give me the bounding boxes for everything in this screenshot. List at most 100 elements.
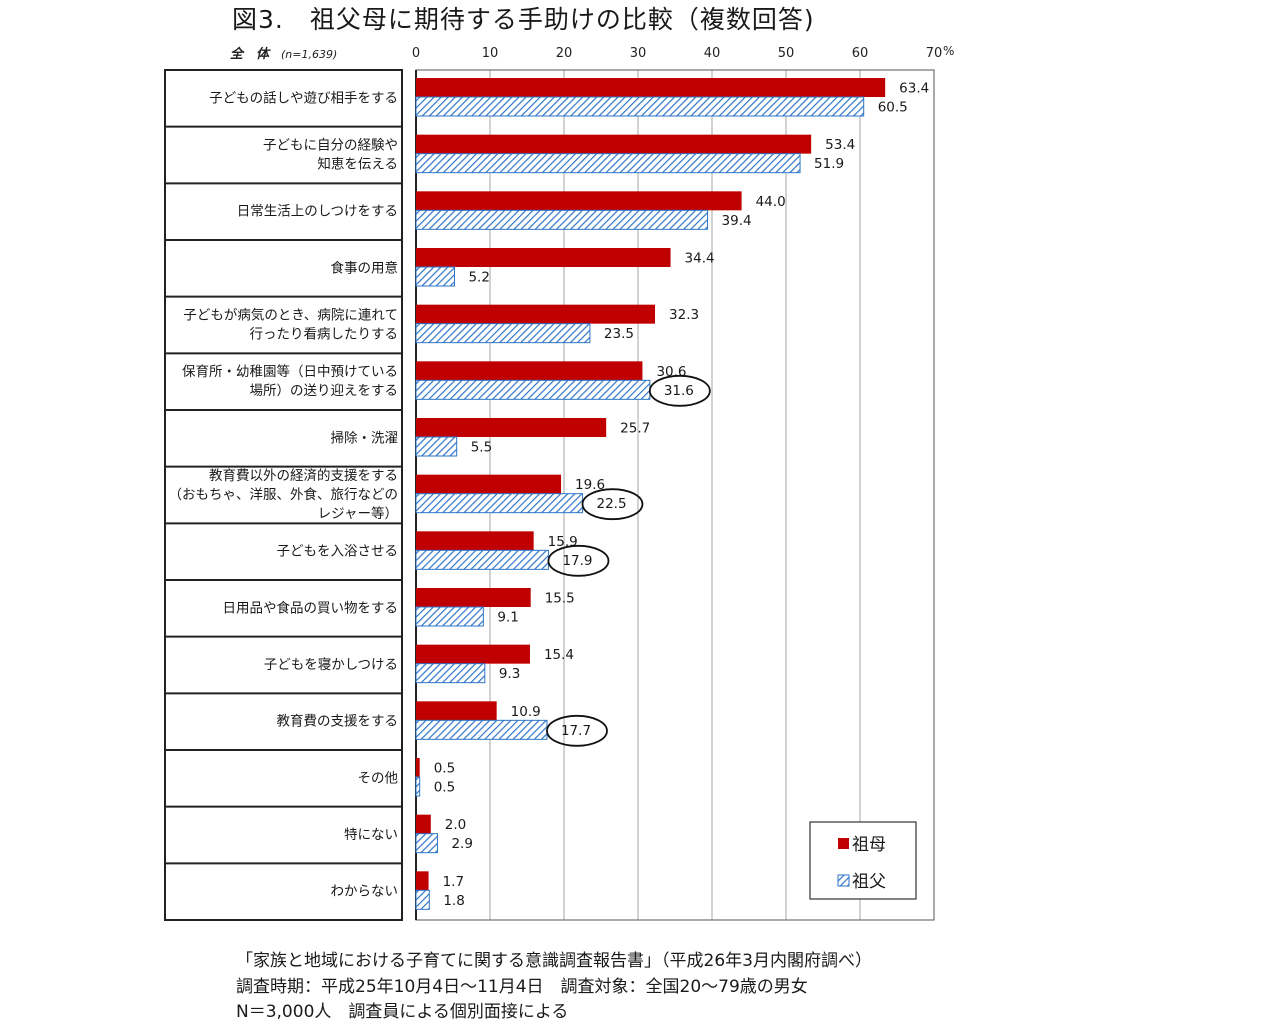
bar-grandmother — [416, 588, 531, 607]
category-label: 行ったり看病したりする — [250, 327, 399, 343]
value-labels: 63.4 60.5 53.4 51.9 44.039.4 34.4 5.2 32.3 23.5 3… — [434, 81, 930, 909]
data-label: 1.8 — [443, 893, 464, 909]
group-n-label: (n=1,639) — [281, 48, 337, 61]
bar-grandmother — [416, 418, 607, 437]
bar-grandfather — [415, 323, 591, 344]
data-label: 63.4 — [899, 81, 929, 97]
bar-grandfather — [415, 663, 486, 684]
legend-box — [809, 821, 917, 900]
x-tick-label: 30 — [630, 46, 647, 61]
bar-grandfather — [415, 96, 865, 117]
category-label: 保育所・幼稚園等（日中預けている — [182, 363, 398, 380]
bars — [415, 78, 886, 910]
data-label: 1.7 — [443, 874, 464, 890]
bar-grandmother — [416, 701, 497, 721]
highlight-circle — [648, 374, 711, 407]
highlight-circles — [546, 374, 711, 747]
x-tick-label: 40 — [704, 46, 721, 61]
data-label: 0.5 — [434, 761, 455, 777]
highlight-circle — [581, 488, 644, 521]
x-tick-label: 10 — [482, 46, 499, 61]
category-label: 子どもが病気のとき、病院に連れて — [183, 308, 398, 324]
category-label: 場所）の送り迎えをする — [250, 383, 399, 399]
bar-grandmother — [416, 814, 431, 834]
source-citation: 「家族と地域における子育てに関する意識調査報告書」（平成26年3月内閣府調べ） — [236, 951, 872, 971]
data-label: 44.0 — [756, 194, 786, 210]
data-label: 2.0 — [445, 817, 466, 833]
bar-grandmother — [416, 134, 812, 154]
data-label: 17.7 — [561, 723, 591, 739]
data-label: 30.6 — [656, 364, 686, 380]
survey-method: N＝3,000人 調査員による個別面接による — [236, 1002, 569, 1022]
bar-grandfather — [415, 719, 548, 740]
data-label: 2.9 — [451, 836, 472, 852]
category-label: レジャー等） — [318, 505, 398, 522]
chart-title: 図3. 祖父母に期待する手助けの比較（複数回答) — [232, 5, 815, 34]
category-label: 特にない — [344, 827, 398, 843]
data-label: 53.4 — [825, 137, 855, 153]
bar-grandmother — [416, 304, 656, 324]
bar-grandmother — [416, 474, 562, 494]
category-label: 食事の用意 — [331, 259, 399, 276]
x-tick-label: 60 — [852, 46, 869, 61]
data-label: 0.5 — [434, 780, 455, 796]
bar-grandfather — [415, 209, 709, 230]
category-label: 知恵を伝える — [317, 156, 398, 173]
category-label: 子どもに自分の経験や — [263, 138, 398, 154]
x-tick-label: 0 — [412, 46, 420, 61]
category-label: 子どもを入浴させる — [277, 544, 399, 560]
x-axis: 0 10 20 30 40 50 60 70 % 全 体 (n=1,639) — [230, 44, 954, 62]
x-tick-label: 20 — [556, 46, 573, 61]
bar-grandfather — [415, 379, 651, 400]
data-label: 23.5 — [604, 326, 634, 342]
highlight-circle — [547, 544, 610, 577]
group-label: 全 体 — [230, 46, 271, 62]
data-label: 5.2 — [468, 270, 489, 286]
data-label: 15.4 — [544, 647, 574, 663]
data-label: 51.9 — [814, 156, 844, 172]
bar-grandfather — [415, 549, 549, 570]
category-label: 日用品や食品の買い物をする — [223, 599, 399, 616]
data-label: 10.9 — [511, 704, 541, 720]
bar-grandmother — [416, 361, 643, 381]
data-label: 25.7 — [620, 421, 650, 437]
bar-grandmother — [416, 248, 671, 267]
data-label: 39.4 — [722, 213, 752, 229]
category-label: 教育費以外の経済的支援をする — [209, 468, 398, 484]
data-label: 32.3 — [669, 307, 699, 323]
highlight-circle — [546, 714, 608, 747]
category-label: 教育費の支援をする — [277, 714, 399, 730]
bar-grandmother — [416, 644, 530, 664]
legend-label: 祖父 — [852, 872, 886, 892]
bar-grandfather — [415, 776, 421, 797]
data-label: 34.4 — [685, 251, 715, 267]
bar-grandmother — [416, 758, 420, 777]
category-label: 子どもを寝かしつける — [264, 656, 398, 673]
legend-swatch-grandfather — [837, 874, 850, 887]
bar-grandmother — [416, 191, 742, 211]
category-label: 日常生活上のしつけをする — [237, 204, 398, 220]
data-label: 60.5 — [878, 100, 908, 116]
bar-grandmother — [416, 531, 534, 551]
category-box — [164, 69, 403, 921]
unit-label: % — [943, 44, 954, 58]
x-tick-label: 70 — [926, 46, 943, 61]
data-label: 19.6 — [575, 477, 605, 493]
category-label: 掃除・洗濯 — [331, 429, 399, 446]
category-label: その他 — [358, 770, 399, 786]
data-label: 15.5 — [545, 591, 575, 607]
data-label: 22.5 — [597, 496, 627, 512]
bar-grandfather — [415, 833, 438, 854]
bar-grandfather — [415, 889, 430, 910]
bar-grandfather — [415, 493, 583, 514]
data-label: 5.5 — [471, 440, 492, 456]
legend-swatch-grandmother — [838, 838, 849, 849]
legend-label: 祖母 — [852, 835, 886, 855]
category-labels: 子どもの話しや遊び相手をする子どもに自分の経験や知恵を伝える日常生活上のしつけを… — [169, 89, 399, 899]
bar-grandmother — [416, 78, 886, 97]
data-label: 9.3 — [499, 666, 520, 682]
data-label: 17.9 — [562, 553, 592, 569]
data-label: 31.6 — [664, 383, 694, 399]
